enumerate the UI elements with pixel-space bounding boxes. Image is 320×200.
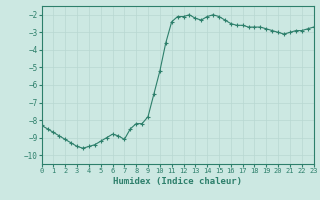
X-axis label: Humidex (Indice chaleur): Humidex (Indice chaleur) (113, 177, 242, 186)
